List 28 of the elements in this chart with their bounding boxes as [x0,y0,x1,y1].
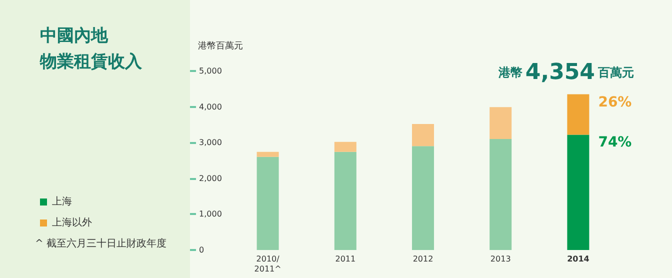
x-tick-label: 2011 [335,254,356,264]
legend-label: 上海 [52,196,72,208]
y-tick-label: 0 [199,246,204,254]
y-tick-label: 1,000 [199,210,222,219]
annotation: 26% [598,94,632,110]
bar [567,134,590,250]
x-tick-label: 2013 [490,254,511,264]
x-tick-label: 2010/ 2011^ [254,254,282,274]
bar [334,142,356,152]
text: ^ 截至六月三十日止財政年度 [35,238,167,250]
text: 中國內地物業租賃收入 [39,26,143,72]
y-tick-label: 5,000 [199,66,222,76]
y-axis-title: 港幣百萬元 [198,40,243,52]
bar [334,152,356,250]
bar [412,124,434,146]
bar [490,139,512,250]
bar [256,156,279,250]
x-tick-label: 2014 [567,254,590,264]
bar [256,152,279,157]
x-tick-label: 2012 [412,254,434,264]
y-tick-label: 3,000 [199,138,222,148]
legend-label: 上海以外 [52,216,92,228]
y-tick-label: 2,000 [199,174,222,183]
bar [567,94,590,135]
annotation: 74% [598,134,632,151]
bar [490,107,512,140]
y-tick-label: 4,000 [199,102,222,112]
bar [412,146,434,250]
